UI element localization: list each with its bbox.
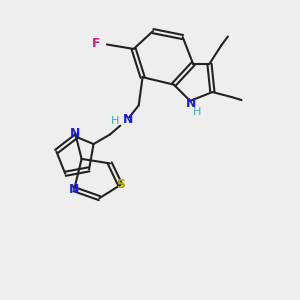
Text: F: F [92,38,100,50]
Text: N: N [70,127,80,140]
Text: N: N [69,183,79,196]
Text: S: S [116,178,125,191]
Text: H: H [193,107,201,117]
Text: H: H [110,116,119,126]
Text: N: N [185,97,196,110]
Text: N: N [123,113,133,126]
